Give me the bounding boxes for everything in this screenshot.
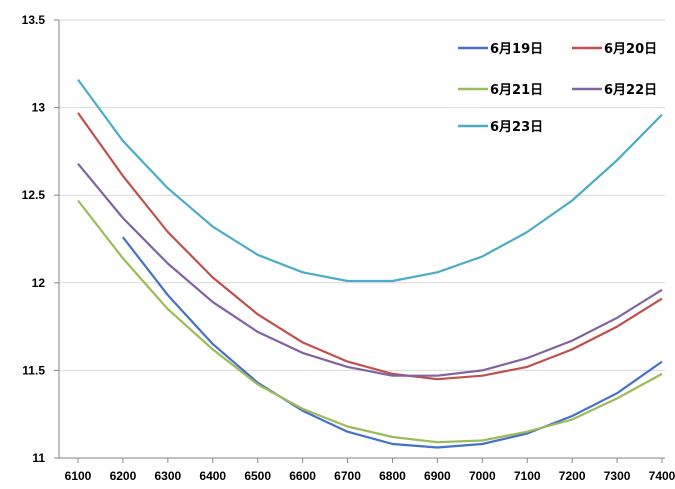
legend-label: 6月21日 xyxy=(490,83,543,98)
legend-entry: 6月21日 xyxy=(458,83,543,98)
x-axis-tick-labels: 6100 6200 6300 6400 6500 6600 6700 6800 6900 7000… xyxy=(65,469,675,483)
x-tick-label: 7300 xyxy=(604,469,631,483)
x-tick-label: 6500 xyxy=(244,469,271,483)
legend-entry: 6月19日 xyxy=(458,42,543,57)
x-tick-label: 6800 xyxy=(379,469,406,483)
x-tick-label: 6600 xyxy=(289,469,316,483)
axes xyxy=(54,19,665,463)
series-line xyxy=(77,162,663,377)
legend-entry: 6月20日 xyxy=(572,42,657,57)
y-tick-label: 12 xyxy=(32,276,46,290)
y-axis-tick-labels: 11 11.5 12 12.5 13 13.5 xyxy=(22,13,46,465)
y-tick-label: 12.5 xyxy=(22,188,46,202)
x-tick-label: 6200 xyxy=(110,469,137,483)
x-tick-label: 6900 xyxy=(424,469,451,483)
x-tick-label: 6400 xyxy=(199,469,226,483)
x-tick-label: 7400 xyxy=(649,469,675,483)
series-line xyxy=(77,78,663,283)
x-tick-label: 6300 xyxy=(154,469,181,483)
gridlines xyxy=(59,19,665,371)
series-lines xyxy=(77,78,663,449)
x-tick-label: 6700 xyxy=(334,469,361,483)
legend-label: 6月22日 xyxy=(604,83,657,98)
legend-label: 6月20日 xyxy=(604,42,657,57)
legend-label: 6月19日 xyxy=(490,42,543,57)
legend: 6月19日 6月20日 6月21日 6月22日 6月23日 xyxy=(458,42,657,135)
series-line xyxy=(77,199,663,444)
series-line xyxy=(77,112,663,381)
y-tick-label: 11 xyxy=(32,451,45,465)
x-tick-label: 7100 xyxy=(514,469,541,483)
legend-label: 6月23日 xyxy=(490,120,543,135)
legend-entry: 6月23日 xyxy=(458,120,543,135)
y-tick-label: 13.5 xyxy=(22,13,46,27)
legend-entry: 6月22日 xyxy=(572,83,657,98)
x-tick-label: 7000 xyxy=(469,469,496,483)
x-tick-label: 7200 xyxy=(559,469,586,483)
y-tick-label: 13 xyxy=(32,101,46,115)
x-tick-label: 6100 xyxy=(65,469,92,483)
y-tick-label: 11.5 xyxy=(22,363,45,377)
series-line xyxy=(122,236,663,449)
